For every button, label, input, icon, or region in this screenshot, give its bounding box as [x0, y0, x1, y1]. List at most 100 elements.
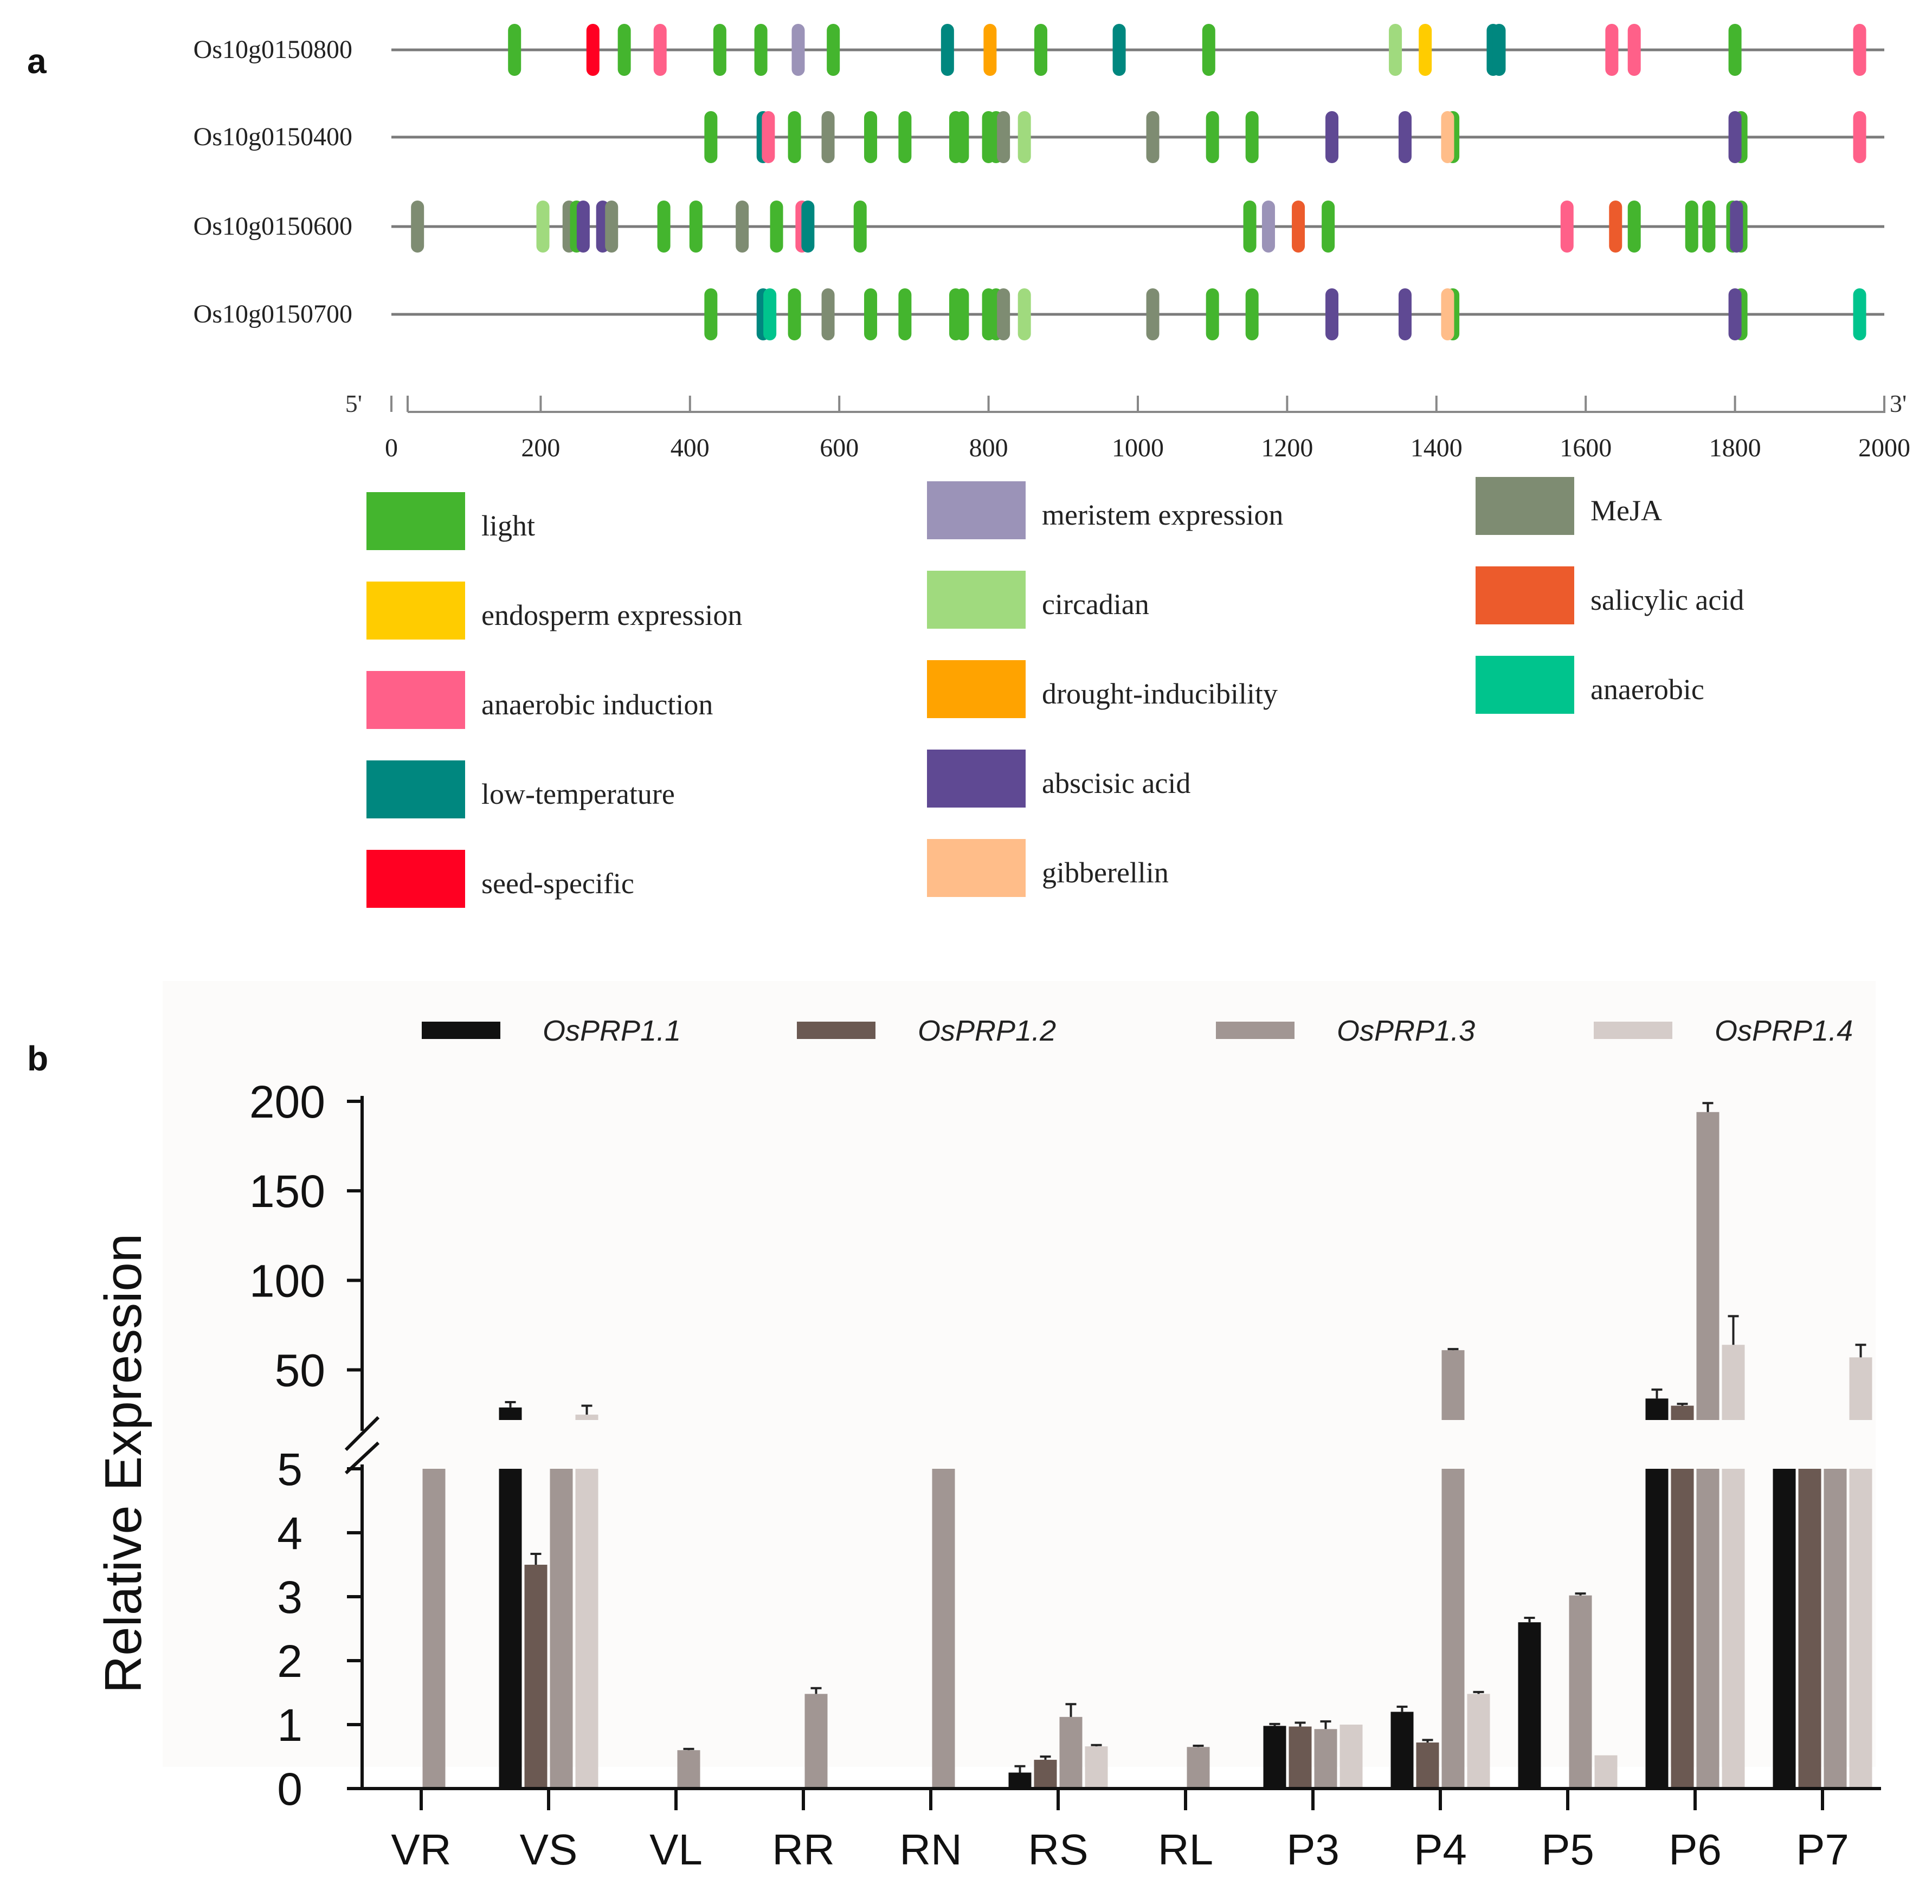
legend-label-low-temperature: low-temperature — [481, 778, 675, 810]
element-meja — [997, 288, 1010, 340]
y-tick-label: 3 — [277, 1572, 302, 1623]
axis-break-mark-upper — [344, 1416, 380, 1451]
element-drought-inducibility — [983, 24, 997, 76]
y-tick-label: 1 — [277, 1700, 302, 1751]
scale-tick-label: 200 — [521, 434, 560, 462]
legend-label-circadian: circadian — [1042, 588, 1149, 621]
legend-swatch-osprp1-4 — [1594, 1022, 1672, 1039]
legend-swatch-gibberellin — [927, 839, 1026, 897]
legend-swatch-meristem-expression — [927, 481, 1026, 539]
scale-tick-label: 0 — [385, 434, 398, 462]
legend-label-endosperm-expression: endosperm expression — [481, 599, 742, 631]
element-light — [1034, 24, 1047, 76]
panel-b-label: b — [27, 1039, 48, 1078]
element-light — [713, 24, 726, 76]
element-salicylic-acid — [1292, 201, 1305, 253]
x-tick-label-p3: P3 — [1286, 1825, 1339, 1874]
gene-name-os10g0150700: Os10g0150700 — [194, 300, 352, 328]
y-tick-label: 0 — [277, 1764, 302, 1815]
bar-p6-osprp1-2-upper — [1671, 1405, 1694, 1420]
legend-label-gibberellin: gibberellin — [1042, 856, 1169, 889]
legend-swatch-osprp1-3 — [1216, 1022, 1295, 1039]
x-tick-label-rl: RL — [1158, 1825, 1213, 1874]
bar-p7-osprp1-4-upper — [1849, 1357, 1872, 1420]
element-light — [770, 201, 783, 253]
panel-a-label: a — [27, 42, 47, 81]
element-abscisic-acid — [1325, 111, 1339, 163]
element-light — [1206, 111, 1219, 163]
element-meja — [736, 201, 749, 253]
element-meja — [1146, 288, 1160, 340]
legend-swatch-osprp1-2 — [797, 1022, 875, 1039]
bar-p7-osprp1-2-lower — [1798, 1469, 1821, 1789]
element-anaerobic-induction — [762, 111, 775, 163]
element-meja — [821, 111, 835, 163]
element-abscisic-acid — [1730, 201, 1743, 253]
plot-background — [163, 981, 1876, 1767]
element-abscisic-acid — [1398, 111, 1412, 163]
bar-p7-osprp1-1-lower — [1773, 1469, 1796, 1789]
element-low-temperature — [1492, 24, 1506, 76]
bar-p6-osprp1-1-lower — [1645, 1469, 1669, 1789]
element-light — [788, 111, 801, 163]
legend-label-light: light — [481, 509, 535, 542]
scale-tick-label: 1600 — [1560, 434, 1612, 462]
legend-swatch-circadian — [927, 571, 1026, 629]
legend-swatch-seed-specific — [366, 850, 465, 908]
gene-rows: Os10g0150800 Os10g0150400 Os10g0150600 Os10… — [194, 24, 1884, 340]
bar-p6-osprp1-4-upper — [1722, 1345, 1745, 1420]
bar-p3-osprp1-2 — [1289, 1726, 1312, 1789]
element-light — [657, 201, 671, 253]
element-light — [1245, 288, 1259, 340]
legend-swatch-osprp1-1 — [422, 1022, 500, 1039]
bar-p6-osprp1-1-upper — [1645, 1398, 1669, 1420]
bar-vs-osprp1-4-lower — [575, 1469, 598, 1789]
position-scale-axis: 5' 3' 0 200 400 600 800 1000 1200 1400 1600 1800 2… — [345, 390, 1910, 462]
gene-name-os10g0150400: Os10g0150400 — [194, 122, 352, 151]
bar-vr-osprp1-3-lower — [422, 1469, 446, 1789]
bar-vl-osprp1-3 — [677, 1750, 700, 1789]
element-light — [1245, 111, 1259, 163]
element-legend: light endosperm expression anaerobic induc… — [366, 477, 1744, 908]
bar-p7-osprp1-4-lower — [1849, 1469, 1872, 1789]
y-tick-label: 200 — [249, 1076, 325, 1127]
element-anaerobic-induction — [1853, 111, 1866, 163]
scale-tick-label: 600 — [820, 434, 859, 462]
legend-label-seed-specific: seed-specific — [481, 867, 634, 900]
element-light — [704, 288, 718, 340]
x-tick-label-vr: VR — [391, 1825, 451, 1874]
element-seed-specific — [586, 24, 600, 76]
element-light — [956, 111, 969, 163]
bar-vs-osprp1-2 — [524, 1565, 548, 1789]
legend-label-meja: MeJA — [1590, 494, 1662, 527]
x-tick-label-rn: RN — [899, 1825, 962, 1874]
element-meja — [605, 201, 619, 253]
scale-tick-label: 400 — [671, 434, 710, 462]
legend-swatch-light — [366, 492, 465, 550]
legend-label-osprp1-4: OsPRP1.4 — [1715, 1015, 1853, 1047]
bar-p3-osprp1-1 — [1263, 1726, 1286, 1789]
x-tick-label-vl: VL — [649, 1825, 703, 1874]
bar-rs-osprp1-4 — [1085, 1746, 1108, 1789]
element-anaerobic-induction — [1853, 24, 1866, 76]
panel-b: b OsPRP1.1 OsPRP1.2 OsPRP1.3 OsPRP1.4 0 1 2 3 4… — [27, 981, 1881, 1874]
bar-p6-osprp1-4-lower — [1722, 1469, 1745, 1789]
scale-tick-label: 1400 — [1411, 434, 1463, 462]
element-light — [864, 111, 878, 163]
x-tick-label-p7: P7 — [1796, 1825, 1849, 1874]
element-light — [704, 111, 718, 163]
element-low-temperature — [1112, 24, 1126, 76]
element-light — [689, 201, 703, 253]
bar-p6-osprp1-2-lower — [1671, 1469, 1694, 1789]
element-circadian — [1017, 288, 1031, 340]
bar-vs-osprp1-3-lower — [550, 1469, 573, 1789]
element-light — [1202, 24, 1215, 76]
element-circadian — [536, 201, 550, 253]
element-light — [754, 24, 768, 76]
element-salicylic-acid — [1609, 201, 1622, 253]
panel-a: a Os10g0150800Os10g0150400Os10g0150600Os… — [27, 24, 1910, 908]
bar-rn-osprp1-3-lower — [932, 1469, 955, 1789]
legend-label-osprp1-1: OsPRP1.1 — [543, 1015, 681, 1047]
scale-tick-label: 1000 — [1112, 434, 1164, 462]
